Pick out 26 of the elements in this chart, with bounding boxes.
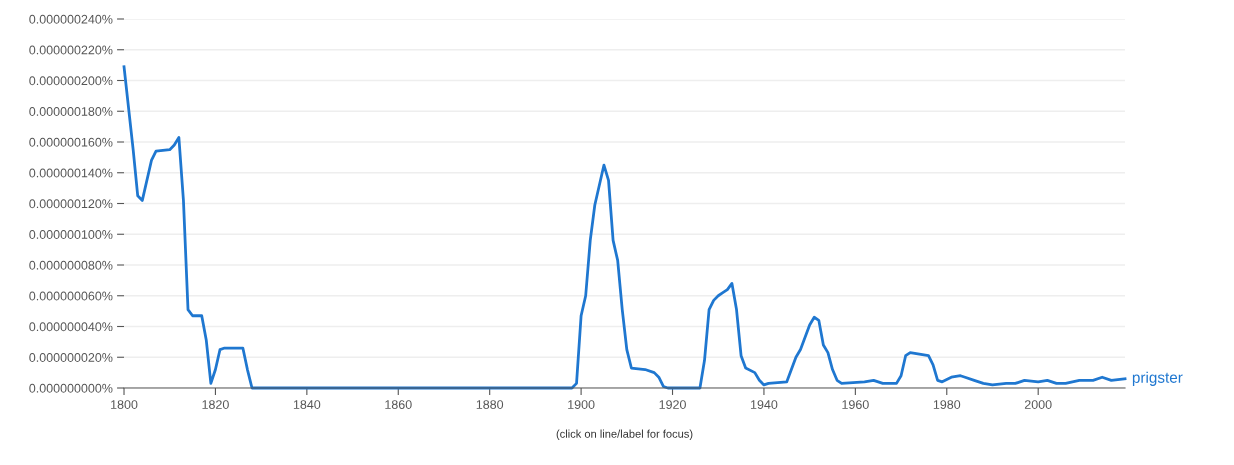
x-tick-label: 1920 bbox=[659, 400, 686, 409]
y-tick-label: 0.000000180% bbox=[29, 107, 113, 116]
y-tick-label: 0.000000040% bbox=[29, 322, 113, 332]
y-tick-label: 0.000000220% bbox=[29, 45, 113, 55]
y-tick-label: 0.000000200% bbox=[29, 76, 113, 86]
x-tick-label: 1980 bbox=[933, 400, 961, 409]
y-tick-label: 0.000000140% bbox=[29, 168, 113, 178]
x-tick-label: 1820 bbox=[202, 400, 229, 409]
text: (click on line/label for focus) bbox=[556, 429, 693, 440]
series-label: prigster bbox=[1132, 371, 1183, 386]
y-tick-label: 0.000000000% bbox=[29, 383, 113, 393]
y-tick-label: 0.000000020% bbox=[29, 353, 113, 362]
x-tick-label: 2000 bbox=[1024, 400, 1052, 409]
y-tick-label: 0.000000240% bbox=[29, 14, 113, 24]
y-tick-label: 0.000000060% bbox=[29, 291, 113, 301]
x-tick-label: 1860 bbox=[385, 400, 412, 409]
x-tick-label: 1880 bbox=[476, 400, 504, 409]
y-tick-label: 0.000000100% bbox=[29, 230, 113, 239]
y-tick-label: 0.000000160% bbox=[29, 137, 113, 147]
x-tick-label: 1960 bbox=[842, 400, 869, 409]
x-tick-label: 1940 bbox=[750, 400, 778, 409]
x-tick-label: 1800 bbox=[111, 400, 138, 409]
x-tick-label: 1840 bbox=[293, 400, 321, 409]
y-tick-label: 0.000000080% bbox=[29, 260, 113, 270]
x-tick-label: 1900 bbox=[568, 400, 595, 409]
y-tick-label: 0.000000120% bbox=[29, 199, 113, 209]
